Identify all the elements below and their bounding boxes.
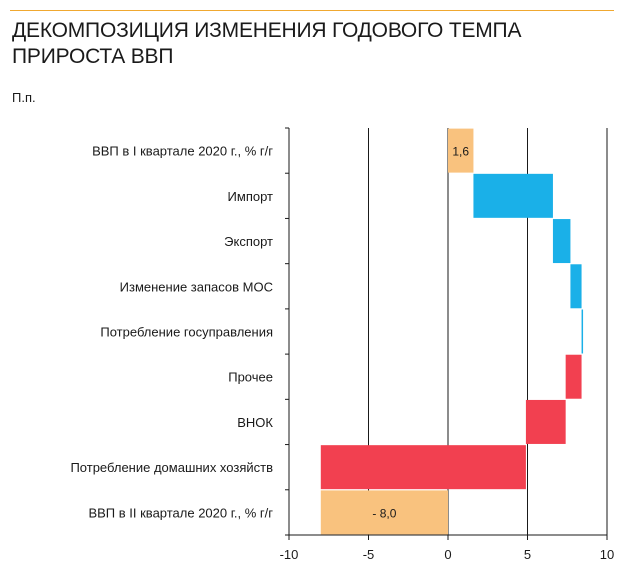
x-tick-label-0: -10 xyxy=(280,547,299,562)
category-label-2: Экспорт xyxy=(224,234,273,249)
bar-4 xyxy=(581,309,584,354)
category-label-1: Импорт xyxy=(228,189,273,204)
x-tick-label-1: -5 xyxy=(363,547,375,562)
bar-0 xyxy=(448,128,474,173)
bar-3 xyxy=(570,264,582,309)
unit-label: П.п. xyxy=(12,90,36,105)
x-tick-label-2: 0 xyxy=(444,547,451,562)
category-label-0: ВВП в I квартале 2020 г., % г/г xyxy=(92,144,273,159)
bar-8 xyxy=(320,490,448,535)
chart-title-line1: ДЕКОМПОЗИЦИЯ ИЗМЕНЕНИЯ ГОДОВОГО ТЕМПА xyxy=(12,19,522,42)
category-label-8: ВВП в II квартале 2020 г., % г/г xyxy=(88,505,273,520)
bar-7 xyxy=(320,445,526,490)
data-label-8: - 8,0 xyxy=(372,506,396,520)
category-label-3: Изменение запасов МОС xyxy=(120,279,273,294)
bar-2 xyxy=(552,219,571,264)
bar-1 xyxy=(473,173,553,218)
category-label-4: Потребление госуправления xyxy=(100,325,273,340)
category-label-6: ВНОК xyxy=(237,415,273,430)
bar-5 xyxy=(565,354,582,399)
chart-title: ДЕКОМПОЗИЦИЯ ИЗМЕНЕНИЯ ГОДОВОГО ТЕМПА ПР… xyxy=(12,18,612,70)
x-tick-label-4: 10 xyxy=(600,547,614,562)
category-label-5: Прочее xyxy=(228,370,273,385)
chart-title-line2: ПРИРОСТА ВВП xyxy=(12,45,174,68)
data-label-0: 1,6 xyxy=(452,145,469,159)
top-accent-rule xyxy=(10,10,614,11)
bar-6 xyxy=(525,399,566,444)
category-label-7: Потребление домашних хозяйств xyxy=(70,460,273,475)
x-tick-label-3: 5 xyxy=(524,547,531,562)
